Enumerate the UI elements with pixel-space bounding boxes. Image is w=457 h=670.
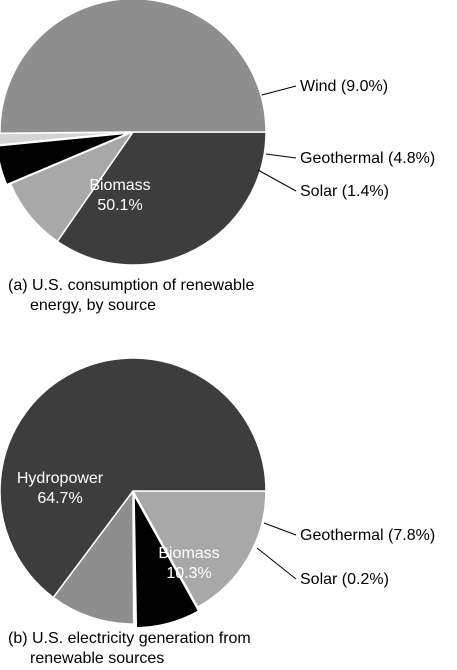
pie-a-label-solar: Solar (1.4%): [300, 183, 389, 200]
pie-b-leader-geothermal: [263, 522, 297, 536]
pie-a-label-biomass: Biomass: [89, 177, 150, 194]
pie-b-slice-geothermal: [133, 494, 200, 629]
pie-b-slice-biomass: [52, 488, 135, 625]
pie-b-leader-solar: [256, 547, 297, 580]
pie-b-label-biomass: Biomass: [158, 545, 219, 562]
caption-b: (b) U.S. electricity generation from ren…: [8, 629, 251, 669]
pie-a-label-geothermal: Geothermal (4.8%): [300, 150, 435, 167]
pie-b-value-hydropower: 64.7%: [37, 490, 82, 507]
caption-b-line2: renewable sources: [30, 650, 165, 667]
pie-chart-a: Hydropower34.6%Wind (9.0%)Geothermal (4.…: [0, 0, 435, 266]
pie-a-leader-solar: [257, 169, 297, 192]
pie-b-slice-wind: [131, 490, 267, 609]
caption-a-line2: energy, by source: [30, 297, 156, 314]
pie-a-label-wind: Wind (9.0%): [300, 78, 388, 95]
pie-a-slice-biomass: [0, 0, 267, 135]
pie-a-value-biomass: 50.1%: [97, 197, 142, 214]
pie-b-label-solar: Solar (0.2%): [300, 571, 389, 588]
pie-a-slice-solar: [0, 131, 130, 146]
caption-b-line1: (b) U.S. electricity generation from: [8, 630, 251, 647]
pie-b-slice-hydropower: [0, 357, 267, 599]
pie-a-slice-geothermal: [0, 132, 130, 186]
pie-a-leader-geothermal: [265, 153, 297, 159]
pie-b-value-biomass: 10.3%: [166, 565, 211, 582]
pie-a-leader-wind: [257, 85, 297, 97]
pie-chart-b: Wind16.9%Geothermal (7.8%)Solar (0.2%)Bi…: [0, 357, 435, 629]
pie-a-slice-hydropower: [56, 131, 267, 266]
pie-b-label-hydropower: Hydropower: [17, 470, 104, 487]
caption-a: (a) U.S. consumption of renewable energy…: [8, 276, 254, 316]
pie-b-label-geothermal: Geothermal (7.8%): [300, 527, 435, 544]
caption-a-line1: (a) U.S. consumption of renewable: [8, 277, 255, 294]
